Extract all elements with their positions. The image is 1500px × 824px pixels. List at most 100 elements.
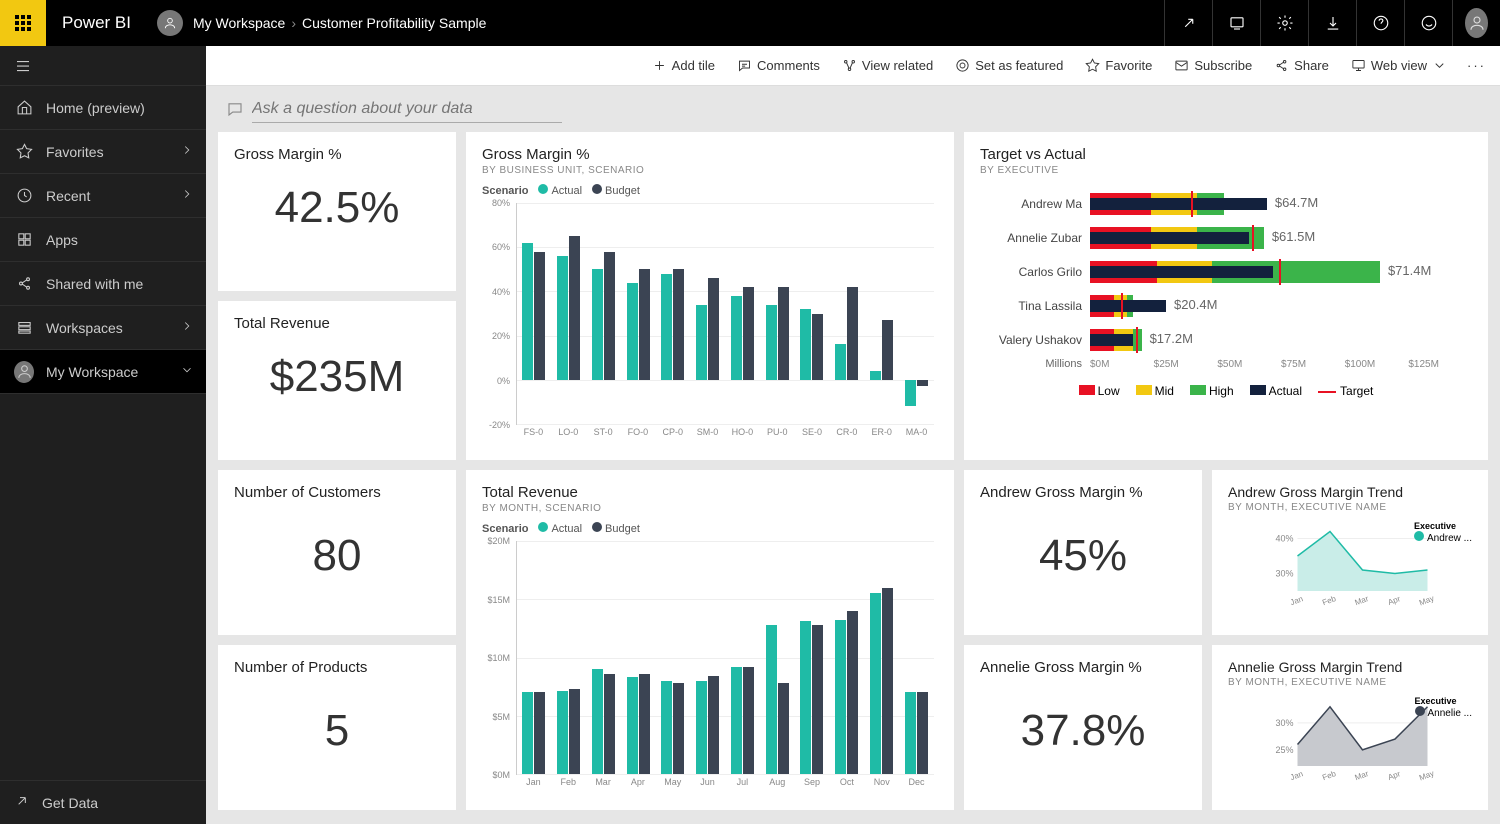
chevron-right-icon bbox=[180, 319, 194, 336]
svg-text:30%: 30% bbox=[1275, 718, 1293, 728]
nav-label: Recent bbox=[46, 188, 90, 204]
more-options-button[interactable]: ··· bbox=[1467, 58, 1486, 73]
related-icon bbox=[842, 58, 857, 73]
tile-title: Andrew Gross Margin Trend bbox=[1228, 484, 1472, 500]
sidebar-item-my-workspace[interactable]: My Workspace bbox=[0, 350, 206, 394]
nav-label: Home (preview) bbox=[46, 100, 145, 116]
nav-label: Apps bbox=[46, 232, 78, 248]
chevron-right-icon: › bbox=[291, 15, 296, 31]
tile-subtitle: BY MONTH, EXECUTIVE NAME bbox=[1228, 502, 1472, 513]
nav-toggle-button[interactable] bbox=[0, 46, 206, 86]
share-icon bbox=[1274, 58, 1289, 73]
bar-chart: -20%0%20%40%60%80%FS-0LO-0ST-0FO-0CP-0SM… bbox=[482, 203, 938, 443]
app-launcher-button[interactable] bbox=[0, 0, 46, 46]
main-content: Add tile Comments View related Set as featu… bbox=[206, 46, 1500, 824]
comment-icon bbox=[737, 58, 752, 73]
area-chart: ExecutiveAndrew ...30%40%JanFebMarAprMay bbox=[1228, 521, 1472, 611]
svg-text:Feb: Feb bbox=[1321, 769, 1338, 782]
avatar-icon bbox=[14, 361, 34, 383]
star-icon bbox=[14, 143, 34, 160]
top-header: Power BI My Workspace › Customer Profita… bbox=[0, 0, 1500, 46]
subscribe-button[interactable]: Subscribe bbox=[1174, 58, 1252, 73]
get-data-button[interactable]: Get Data bbox=[0, 780, 206, 824]
qna-input[interactable] bbox=[252, 96, 562, 123]
sidebar-item-recent[interactable]: Recent bbox=[0, 174, 206, 218]
tile-subtitle: BY BUSINESS UNIT, SCENARIO bbox=[482, 165, 938, 176]
home-icon bbox=[14, 99, 34, 116]
tile-andrew-trend[interactable]: Andrew Gross Margin Trend BY MONTH, EXEC… bbox=[1212, 470, 1488, 635]
tile-subtitle: BY EXECUTIVE bbox=[980, 165, 1472, 176]
tile-title: Total Revenue bbox=[482, 484, 938, 501]
executive-name: Tina Lassila bbox=[980, 299, 1090, 313]
tile-annelie-kpi[interactable]: Annelie Gross Margin % 37.8% bbox=[964, 645, 1202, 810]
tile-annelie-trend[interactable]: Annelie Gross Margin Trend BY MONTH, EXE… bbox=[1212, 645, 1488, 810]
bar-chart: $0M$5M$10M$15M$20MJanFebMarAprMayJunJulA… bbox=[482, 541, 938, 793]
svg-text:Apr: Apr bbox=[1387, 594, 1402, 607]
comments-button[interactable]: Comments bbox=[737, 58, 820, 73]
breadcrumb-item[interactable]: Customer Profitability Sample bbox=[302, 15, 486, 31]
svg-text:Mar: Mar bbox=[1354, 769, 1370, 782]
svg-text:30%: 30% bbox=[1275, 569, 1293, 579]
help-button[interactable] bbox=[1356, 0, 1404, 46]
add-tile-button[interactable]: Add tile bbox=[652, 58, 715, 73]
tile-customers-kpi[interactable]: Number of Customers 80 bbox=[218, 470, 456, 635]
tile-title: Andrew Gross Margin % bbox=[980, 484, 1186, 501]
get-data-label: Get Data bbox=[42, 795, 98, 811]
feedback-button[interactable] bbox=[1404, 0, 1452, 46]
sidebar-item-workspaces[interactable]: Workspaces bbox=[0, 306, 206, 350]
chart-legend: ExecutiveAndrew ... bbox=[1414, 521, 1472, 544]
area-chart: ExecutiveAnnelie ...25%30%JanFebMarAprMa… bbox=[1228, 696, 1472, 786]
chart-legend: Scenario Actual Budget bbox=[482, 522, 938, 535]
sidebar-item-apps[interactable]: Apps bbox=[0, 218, 206, 262]
tile-products-kpi[interactable]: Number of Products 5 bbox=[218, 645, 456, 810]
share-icon bbox=[14, 275, 34, 292]
share-button[interactable]: Share bbox=[1274, 58, 1329, 73]
chevron-down-icon bbox=[1432, 58, 1447, 73]
tile-andrew-kpi[interactable]: Andrew Gross Margin % 45% bbox=[964, 470, 1202, 635]
chart-legend: Scenario Actual Budget bbox=[482, 184, 938, 197]
target-icon bbox=[955, 58, 970, 73]
kpi-value: 45% bbox=[980, 531, 1186, 581]
svg-text:May: May bbox=[1418, 769, 1435, 783]
settings-button[interactable] bbox=[1260, 0, 1308, 46]
stack-icon bbox=[14, 319, 34, 336]
tile-revenue-chart[interactable]: Total Revenue BY MONTH, SCENARIO Scenari… bbox=[466, 470, 954, 810]
svg-text:40%: 40% bbox=[1275, 534, 1293, 544]
breadcrumb-item[interactable]: My Workspace bbox=[193, 15, 285, 31]
user-menu-button[interactable] bbox=[1452, 0, 1500, 46]
tile-title: Number of Customers bbox=[234, 484, 440, 501]
qna-bar bbox=[206, 86, 1500, 132]
tile-gross-margin-chart[interactable]: Gross Margin % BY BUSINESS UNIT, SCENARI… bbox=[466, 132, 954, 460]
executive-name: Valery Ushakov bbox=[980, 333, 1090, 347]
chevron-right-icon bbox=[180, 187, 194, 204]
kpi-value: 42.5% bbox=[234, 183, 440, 233]
breadcrumb: My Workspace › Customer Profitability Sa… bbox=[193, 15, 486, 31]
tile-subtitle: BY MONTH, SCENARIO bbox=[482, 503, 938, 514]
chart-legend: ExecutiveAnnelie ... bbox=[1415, 696, 1472, 719]
web-view-button[interactable]: Web view bbox=[1351, 58, 1447, 73]
kpi-value: 37.8% bbox=[980, 706, 1186, 756]
kpi-value: 80 bbox=[234, 531, 440, 581]
svg-text:Apr: Apr bbox=[1387, 769, 1402, 782]
sidebar-item-shared-with-me[interactable]: Shared with me bbox=[0, 262, 206, 306]
tile-gross-margin-kpi[interactable]: Gross Margin % 42.5% bbox=[218, 132, 456, 291]
tile-total-revenue-kpi[interactable]: Total Revenue $235M bbox=[218, 301, 456, 460]
view-related-button[interactable]: View related bbox=[842, 58, 933, 73]
sidebar-item-favorites[interactable]: Favorites bbox=[0, 130, 206, 174]
fullscreen-button[interactable] bbox=[1164, 0, 1212, 46]
tile-title: Gross Margin % bbox=[482, 146, 938, 163]
chat-icon bbox=[226, 100, 244, 118]
svg-text:Jan: Jan bbox=[1289, 594, 1304, 607]
download-button[interactable] bbox=[1308, 0, 1356, 46]
notifications-button[interactable] bbox=[1212, 0, 1260, 46]
tile-target-vs-actual[interactable]: Target vs Actual BY EXECUTIVE Andrew Ma$… bbox=[964, 132, 1488, 460]
tile-title: Number of Products bbox=[234, 659, 440, 676]
sidebar-item-home-preview-[interactable]: Home (preview) bbox=[0, 86, 206, 130]
set-as-featured-button[interactable]: Set as featured bbox=[955, 58, 1063, 73]
grid-icon bbox=[14, 231, 34, 248]
nav-label: Workspaces bbox=[46, 320, 123, 336]
svg-text:25%: 25% bbox=[1275, 745, 1293, 755]
clock-icon bbox=[14, 187, 34, 204]
favorite-button[interactable]: Favorite bbox=[1085, 58, 1152, 73]
tile-title: Annelie Gross Margin Trend bbox=[1228, 659, 1472, 675]
